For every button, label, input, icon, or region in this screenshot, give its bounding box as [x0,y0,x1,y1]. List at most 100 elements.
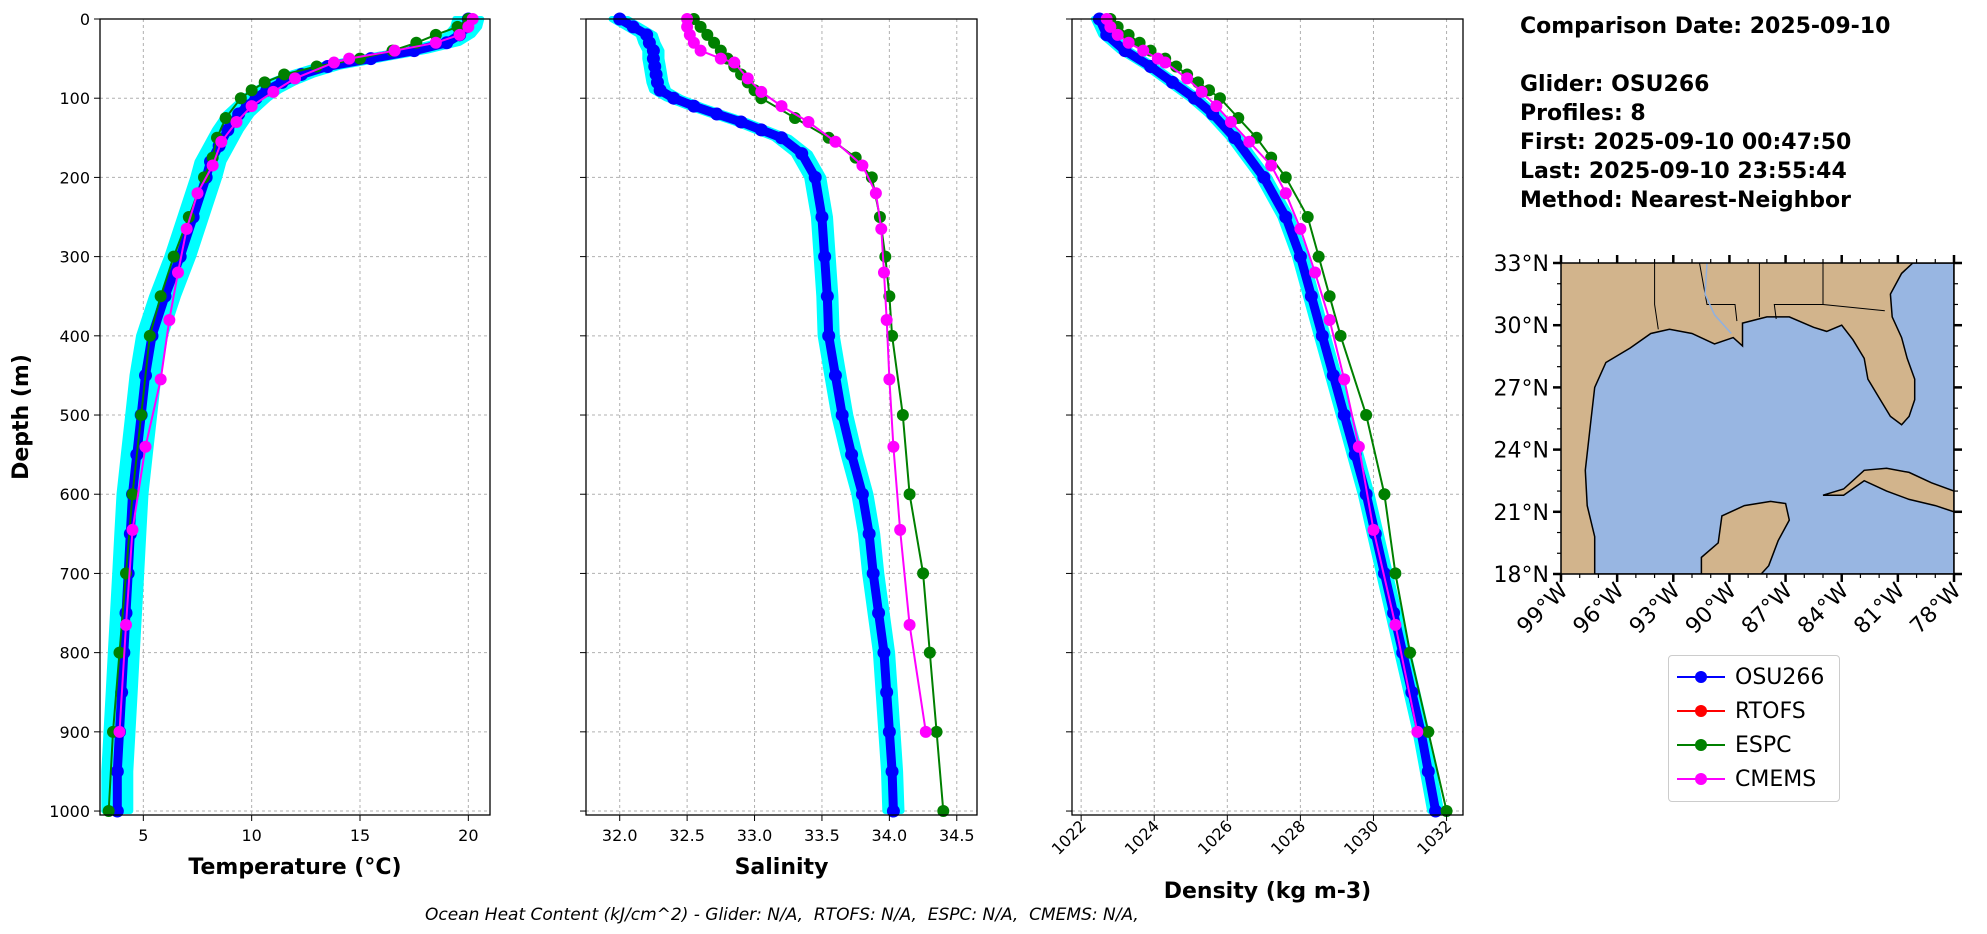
y-tick-label: 400 [59,327,90,346]
x-tick-label: 1024 [1121,816,1163,858]
cmems-point [1309,266,1322,279]
glider-point [221,123,235,137]
espc-point [113,646,126,659]
glider-point [1228,131,1242,145]
comparison-date: Comparison Date: 2025-09-10 [1520,14,1891,39]
cmems-point [802,115,815,128]
cmems-point [1367,523,1380,536]
espc-point [354,52,366,65]
glider-point [775,131,788,145]
cmems-point [1104,20,1117,33]
info-spacer [1520,41,1890,70]
cmems-point [775,100,788,113]
glider-name: Glider: OSU266 [1520,72,1710,97]
glider-point [795,147,809,161]
espc-point [154,290,167,303]
espc-point [937,805,950,818]
cmems-point [687,36,700,49]
y-tick-label: 300 [59,248,90,267]
espc-point [258,76,271,89]
espc-point [102,805,115,818]
cmems-point [856,159,869,172]
x-tick-label: 1028 [1267,816,1309,858]
espc-point [708,36,721,49]
glider-point [845,448,859,462]
espc-point [1360,409,1373,422]
legend-label: ESPC [1735,732,1792,758]
glider-point [885,764,899,778]
x-tick-label: 20 [458,826,478,845]
y-tick-label: 200 [59,168,90,187]
x-tick-label: 15 [350,826,370,845]
cmems-point [1338,373,1351,386]
glider-point [862,527,876,541]
x-tick-label: 32.5 [669,826,705,845]
x-tick-label: 32.0 [602,826,638,845]
espc-point [1404,646,1417,659]
cmems-point [1195,85,1208,98]
cmems-point [1181,72,1194,85]
cmems-point [180,222,193,235]
cmems-point [120,618,132,631]
legend-entry-rtofs: RTOFS [1677,696,1806,726]
cmems-point [877,266,890,279]
espc-point [278,68,291,81]
espc-point [930,725,943,738]
cmems-point [126,523,139,536]
lon-tick-label: 78°W [1906,578,1967,639]
glider-point [1279,210,1293,224]
cmems-point [883,373,896,386]
glider-point [1429,804,1443,818]
legend-entry-espc: ESPC [1677,730,1792,760]
x-tick-label: 5 [138,826,148,845]
cmems-point [714,52,727,65]
espc-point [694,20,707,33]
glider-point [626,20,640,34]
y-axis-label: Depth (m) [9,354,34,480]
cmems-point [163,313,176,326]
espc-point [896,409,909,422]
legend-entry-cmems: CMEMS [1677,764,1816,794]
cmems-line [118,18,474,732]
y-tick-label: 700 [59,564,90,583]
cmems-point [1411,725,1424,738]
glider-point [1293,250,1307,264]
espc-point [903,488,916,501]
cmems-point [113,725,126,738]
glider-point [710,107,724,121]
lon-tick-label: 96°W [1569,578,1630,639]
cmems-point [245,100,258,113]
glider-point [822,329,836,343]
salinity-panel: 32.0 32.5 33.0 33.5 34.0 34.5 Salinity [580,12,978,880]
cmems-point [741,72,754,85]
series-espc [102,13,475,818]
cmems-point [1352,440,1365,453]
glider-point [820,289,834,303]
espc-point [143,329,156,342]
glider-point [818,250,832,264]
gulf-of-mexico-water [1584,263,1954,574]
glider-point [734,115,748,129]
lat-tick-label: 33°N [1494,252,1549,277]
cmems-line [1105,18,1419,733]
mississippi-river [1704,263,1732,335]
cmems-point [289,72,301,85]
lat-tick-label: 30°N [1494,314,1549,339]
cmems-point [1323,313,1336,326]
y-tick-label: 500 [59,406,90,425]
cmems-point [1243,135,1256,148]
y-tick-label: 100 [59,89,90,108]
espc-point [135,409,148,422]
cmems-point [894,523,907,536]
cmems-point [880,313,893,326]
x-tick-label: 33.5 [804,826,840,845]
glider-point [1144,60,1158,74]
state-border [1773,263,1824,320]
glider-point [877,646,891,660]
cmems-point [875,222,888,235]
cmems-point [887,440,900,453]
cmems-point [343,52,356,65]
glider-point [1359,487,1373,501]
cmems-point [388,44,401,57]
espc-point [167,250,180,263]
